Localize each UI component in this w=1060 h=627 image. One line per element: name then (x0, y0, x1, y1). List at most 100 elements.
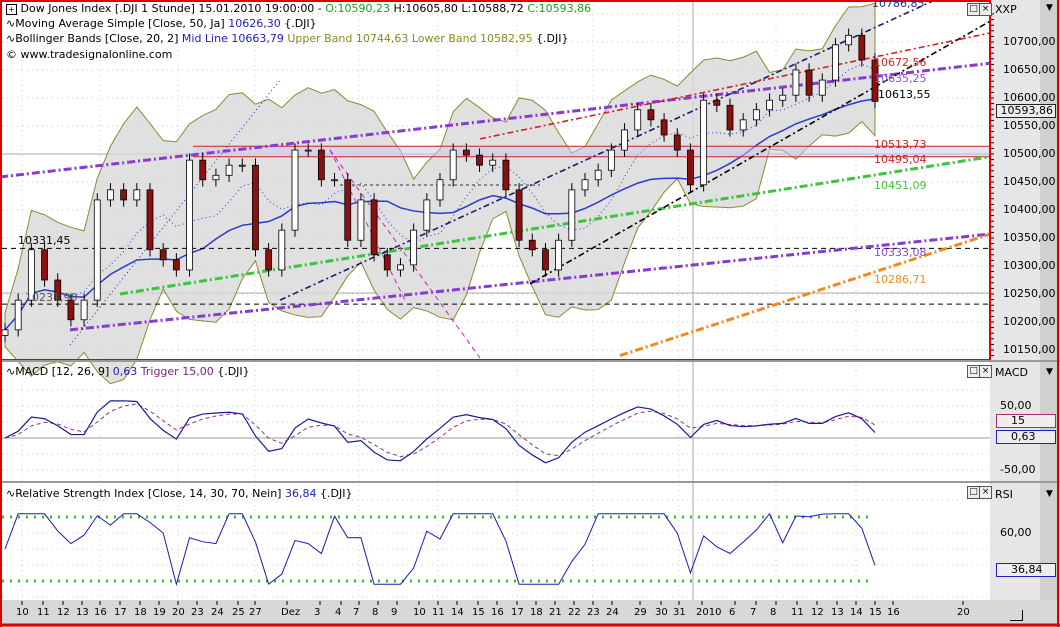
candle (172, 259, 180, 271)
x-tick-label: 8 (372, 607, 379, 618)
candle (146, 189, 154, 251)
rsi-dropdown-icon[interactable]: ▼ (1046, 489, 1053, 499)
candle (515, 189, 523, 241)
candle (660, 119, 668, 136)
candle (871, 59, 879, 102)
close-icon[interactable]: × (979, 3, 992, 16)
macd-tag: 0,63 (996, 430, 1056, 444)
candle (238, 164, 246, 167)
rsi-axis-name[interactable]: RSI (995, 488, 1013, 501)
rsi-label: Relative Strength Index [Close, 14, 30, … (15, 487, 282, 500)
level-label: 10513,73 (874, 138, 927, 151)
x-tick-label: 17 (511, 607, 524, 618)
trendline-magenta (329, 149, 406, 301)
candle (383, 254, 391, 271)
candle (159, 249, 167, 261)
rsi-close-icon[interactable]: × (979, 486, 992, 499)
ma-legend[interactable]: ∿Moving Average Simple [Close, 50, Ja] 1… (6, 17, 317, 30)
trendline-black-channel (529, 20, 991, 285)
price-axis-name[interactable]: XXP (995, 3, 1017, 16)
x-tick-label: 31 (673, 607, 686, 618)
price-tick: 10350,00 (1003, 231, 1056, 244)
candle (687, 149, 694, 186)
candle (555, 239, 563, 271)
candle (93, 199, 101, 301)
candle (291, 149, 299, 231)
x-tick-label: 11 (432, 607, 445, 618)
candle (252, 164, 259, 251)
macd-tick: -50,00 (1000, 463, 1036, 476)
x-tick-label: 20 (172, 607, 185, 618)
bb-label: Bollinger Bands [Close, 20, 2] (15, 32, 179, 45)
x-tick-label: 29 (634, 607, 647, 618)
macd-line (4, 400, 876, 464)
candle (410, 229, 418, 266)
macd-legend[interactable]: ∿MACD [12, 26, 9] 0,63 Trigger 15,00 {.D… (6, 365, 250, 378)
high-value: H:10605,80 (393, 2, 458, 15)
x-tick-label: 18 (530, 607, 543, 618)
candle (133, 189, 141, 201)
x-tick-label: 22 (568, 607, 581, 618)
candle (845, 34, 853, 46)
axis-dropdown-icon[interactable]: ▼ (1046, 3, 1053, 13)
trendline-green (119, 155, 991, 296)
maximize-icon[interactable]: □ (967, 3, 980, 16)
x-tick-label: 23 (587, 607, 600, 618)
trendline-magenta (329, 149, 481, 359)
candle (634, 109, 642, 131)
macd-tick: 50,00 (1000, 399, 1032, 412)
main-header: + Dow Jones Index [.DJI 1 Stunde] 15.01.… (6, 2, 591, 15)
x-tick-label: 18 (134, 607, 147, 618)
candle (14, 299, 22, 331)
low-value: L:10588,72 (461, 2, 524, 15)
price-tick: 10200,00 (1003, 315, 1056, 328)
candle (278, 229, 286, 271)
macd-close-icon[interactable]: × (979, 365, 992, 378)
macd-axis-name[interactable]: MACD (995, 366, 1028, 379)
macd-dropdown-icon[interactable]: ▼ (1046, 367, 1053, 377)
candle (199, 159, 207, 181)
open-value: O:10590,23 (325, 2, 390, 15)
x-tick-label: 13 (831, 607, 844, 618)
x-tick-label: 8 (770, 607, 777, 618)
rsi-legend[interactable]: ∿Relative Strength Index [Close, 14, 30,… (6, 487, 353, 500)
x-tick-label: Dez (281, 607, 301, 618)
x-tick-label: 11 (37, 607, 50, 618)
candle (436, 179, 444, 201)
price-tick: 10700,00 (1003, 35, 1056, 48)
candle (80, 299, 88, 321)
candle (621, 129, 628, 151)
x-tick-label: 27 (249, 607, 262, 618)
candle (344, 179, 352, 241)
level-label: 10333,08 (874, 246, 927, 259)
copyright: © www.tradesignalonline.com (6, 48, 173, 61)
bb-legend[interactable]: ∿Bollinger Bands [Close, 20, 2] Mid Line… (6, 32, 569, 45)
level-label: 10495,04 (874, 153, 927, 166)
trendline-upper-purple (0, 61, 991, 179)
candle (489, 159, 497, 166)
level-label: 10613,55 (878, 88, 931, 101)
x-tick-label: 6 (729, 607, 736, 618)
candle (331, 179, 338, 182)
price-tick: 10150,00 (1003, 343, 1056, 356)
x-tick-label: 2010 (696, 607, 722, 618)
candle (54, 279, 62, 301)
x-tick-label: 12 (811, 607, 824, 618)
x-tick-label: 9 (391, 607, 398, 618)
candle (357, 199, 365, 241)
x-tick-label: 16 (491, 607, 504, 618)
macd-value: 0,63 (112, 365, 138, 378)
scroll-end-icon[interactable] (1010, 610, 1023, 621)
x-tick-label: 3 (314, 607, 321, 618)
candle (1, 329, 9, 336)
bb-lower: Lower Band 10582,95 (411, 32, 533, 45)
x-tick-label: 19 (153, 607, 166, 618)
candle (120, 189, 128, 201)
instrument-title: Dow Jones Index [.DJI 1 Stunde] 15.01.20… (20, 2, 326, 15)
rsi-tick: 60,00 (1000, 526, 1032, 539)
price-tick: 10400,00 (1003, 203, 1056, 216)
level-label: 10672,56 (874, 56, 927, 69)
chart-toggle-icon[interactable]: + (6, 4, 17, 15)
